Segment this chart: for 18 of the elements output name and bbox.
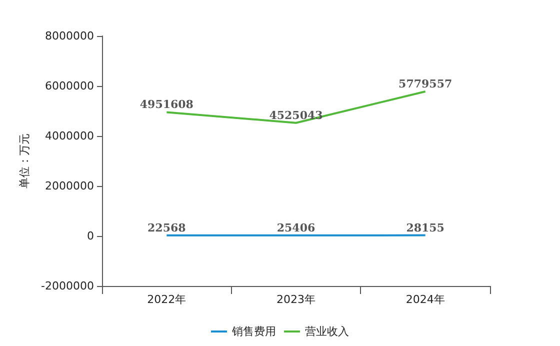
legend-label: 营业收入 [305,325,349,338]
y-tick-label: 4000000 [45,130,94,142]
y-tick-label: 0 [87,230,94,242]
data-label: 5779557 [398,78,452,91]
y-tick-label: 6000000 [45,80,94,92]
y-tick-label: -2000000 [41,280,94,292]
data-label: 4525043 [269,108,323,122]
x-tick-label: 2022年 [147,293,186,306]
data-label: 28155 [406,221,444,234]
y-axis-title: 单位：万元 [18,134,31,188]
data-label: 25406 [276,221,316,234]
y-tick-label: 2000000 [45,180,94,192]
data-label: 22568 [148,221,186,234]
data-label: 4951608 [140,98,194,112]
legend-label: 销售费用 [231,325,276,338]
x-tick-label: 2023年 [276,293,316,306]
y-tick-label: 8000000 [45,30,94,42]
x-tick-label: 2024年 [406,293,445,306]
